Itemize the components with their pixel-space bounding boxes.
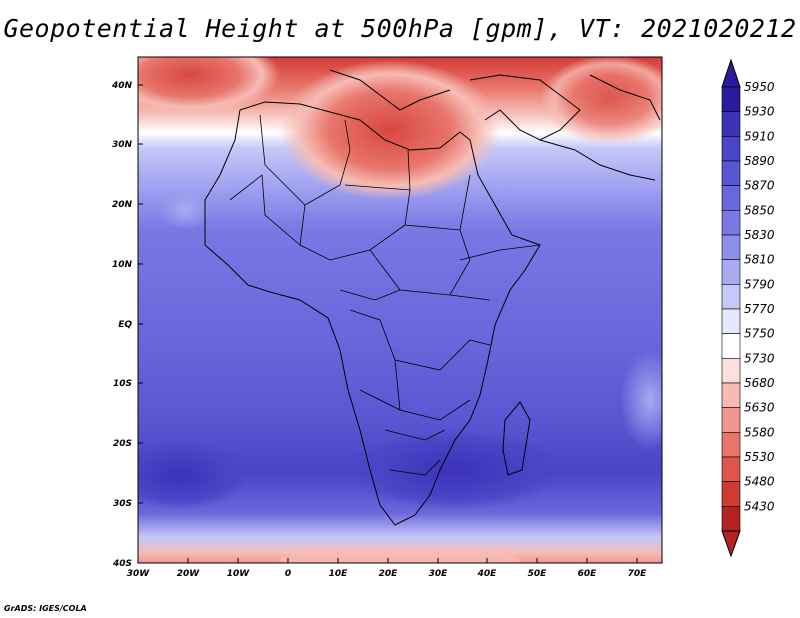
colorbar-swatch-5750 xyxy=(721,333,741,359)
colorbar-label-5580: 5580 xyxy=(744,425,775,439)
colorbar-label-5770: 5770 xyxy=(744,302,775,316)
colorbar-swatch-5680 xyxy=(721,382,741,408)
lon-label-10w: 10W xyxy=(227,569,251,579)
colorbar-top-arrow xyxy=(721,58,741,88)
lon-label-60e: 60E xyxy=(578,569,598,579)
lon-label-30w: 30W xyxy=(127,569,151,579)
lat-label-40n: 40N xyxy=(111,81,133,91)
lon-axis: 30W 20W 10W 0 10E 20E 30E 40E 50E 60E 70… xyxy=(127,558,647,579)
colorbar-swatch-5890 xyxy=(721,160,741,186)
colorbar: 5950 5930 5910 5890 5870 5850 5830 5810 5790 5770… xyxy=(721,58,775,558)
colorbar-swatch-5530 xyxy=(721,456,741,482)
colorbar-bottom-arrow xyxy=(721,530,741,558)
colorbar-label-5430: 5430 xyxy=(744,499,775,513)
colorbar-label-5910: 5910 xyxy=(744,129,775,143)
lat-axis: 40N 30N 20N 10N EQ 10S 20S 30S 40S xyxy=(111,81,143,569)
colorbar-label-5870: 5870 xyxy=(744,179,775,193)
colorbar-label-5810: 5810 xyxy=(744,253,775,267)
colorbar-swatch-5580 xyxy=(721,432,741,458)
colorbar-swatch-5630 xyxy=(721,407,741,433)
field-layer xyxy=(138,57,662,563)
lon-label-30e: 30E xyxy=(429,569,449,579)
colorbar-swatch-5870 xyxy=(721,185,741,211)
map-frame xyxy=(137,56,663,564)
lat-label-20n: 20N xyxy=(112,200,133,210)
colorbar-swatch-5930 xyxy=(721,111,741,137)
lat-label-eq: EQ xyxy=(118,320,132,330)
colorbar-swatch-5910 xyxy=(721,136,741,162)
colorbar-swatch-5830 xyxy=(721,234,741,260)
colorbar-label-5930: 5930 xyxy=(744,105,775,119)
credit-text: GrADS: IGES/COLA xyxy=(4,604,87,613)
colorbar-swatch-5810 xyxy=(721,259,741,285)
lon-label-20w: 20W xyxy=(177,569,201,579)
lat-label-30n: 30N xyxy=(112,140,133,150)
lon-label-50e: 50E xyxy=(528,569,548,579)
colorbar-label-5730: 5730 xyxy=(744,351,775,365)
colorbar-swatch-5480 xyxy=(721,481,741,507)
colorbar-label-5830: 5830 xyxy=(744,228,775,242)
colorbar-label-5890: 5890 xyxy=(744,154,775,168)
lon-label-70e: 70E xyxy=(628,569,648,579)
colorbar-swatch-5790 xyxy=(721,284,741,310)
lat-label-20s: 20S xyxy=(113,439,132,449)
lon-label-20e: 20E xyxy=(379,569,399,579)
colorbar-label-5850: 5850 xyxy=(744,203,775,217)
lon-label-0: 0 xyxy=(285,569,291,579)
map-title: Geopotential Height at 500hPa [gpm], VT:… xyxy=(3,14,797,43)
colorbar-label-5630: 5630 xyxy=(744,401,775,415)
lon-label-40e: 40E xyxy=(477,569,498,579)
lat-label-10n: 10N xyxy=(112,260,133,270)
colorbar-label-5790: 5790 xyxy=(744,277,775,291)
colorbar-swatch-5430 xyxy=(721,506,741,532)
colorbar-swatch-5770 xyxy=(721,308,741,334)
colorbar-label-5530: 5530 xyxy=(744,450,775,464)
country-borders xyxy=(229,114,541,476)
colorbar-label-5480: 5480 xyxy=(744,475,775,489)
lat-label-10s: 10S xyxy=(113,379,132,389)
lon-label-10e: 10E xyxy=(329,569,349,579)
lat-label-40s: 40S xyxy=(112,559,132,569)
coastlines xyxy=(204,69,661,526)
colorbar-label-5750: 5750 xyxy=(744,327,775,341)
colorbar-swatch-5730 xyxy=(721,358,741,384)
colorbar-swatch-5950 xyxy=(721,86,741,112)
colorbar-swatch-5850 xyxy=(721,210,741,236)
colorbar-label-5950: 5950 xyxy=(744,80,775,94)
lat-label-30s: 30S xyxy=(113,499,132,509)
colorbar-label-5680: 5680 xyxy=(744,376,775,390)
